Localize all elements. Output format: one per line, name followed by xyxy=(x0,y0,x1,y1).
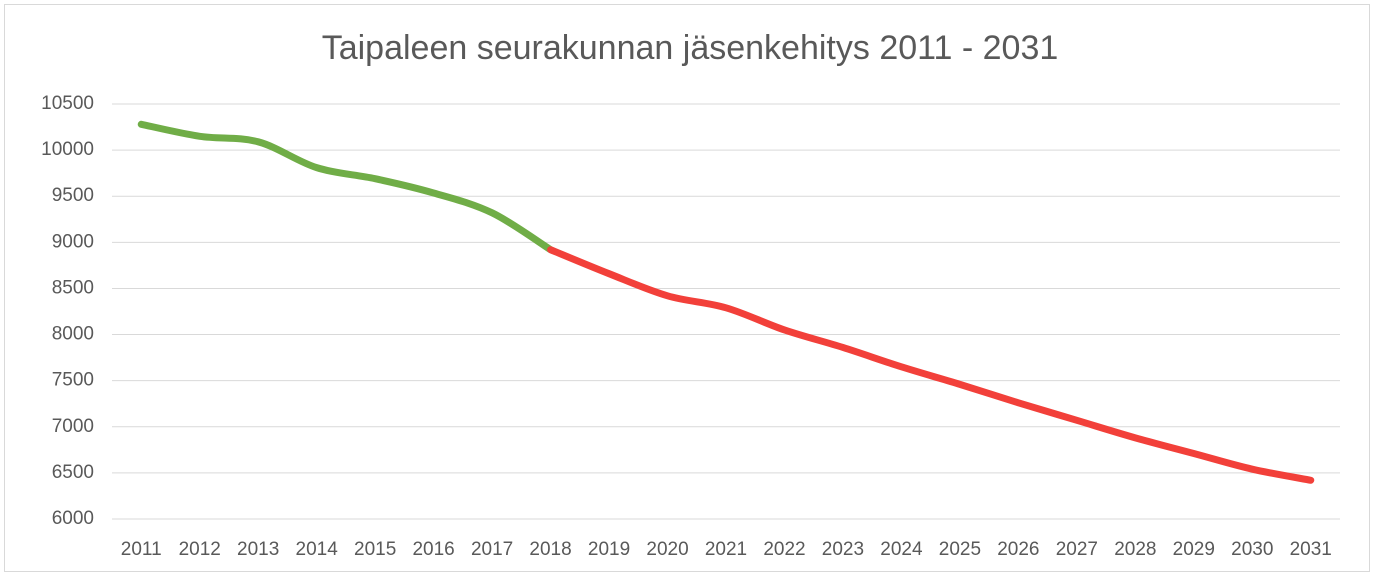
x-tick-label: 2025 xyxy=(939,539,981,560)
y-tick-label: 10000 xyxy=(41,139,94,160)
x-tick-label: 2013 xyxy=(237,539,279,560)
y-tick-label: 8500 xyxy=(52,277,94,298)
chart-title: Taipaleen seurakunnan jäsenkehitys 2011 … xyxy=(322,29,1059,67)
x-tick-label: 2016 xyxy=(412,539,454,560)
y-tick-label: 6500 xyxy=(52,462,94,483)
y-tick-label: 7000 xyxy=(52,416,94,437)
line-series xyxy=(547,246,1315,484)
x-tick-label: 2014 xyxy=(296,539,339,560)
x-tick-label: 2017 xyxy=(471,539,513,560)
x-tick-label: 2021 xyxy=(705,539,747,560)
y-tick-label: 9500 xyxy=(52,185,94,206)
x-tick-label: 2012 xyxy=(179,539,221,560)
x-tick-label: 2020 xyxy=(646,539,688,560)
x-tick-label: 2031 xyxy=(1290,539,1332,560)
x-tick-label: 2019 xyxy=(588,539,630,560)
y-tick-label: 8000 xyxy=(52,324,94,345)
y-tick-label: 6000 xyxy=(52,508,94,529)
x-tick-label: 2024 xyxy=(880,539,923,560)
x-tick-label: 2023 xyxy=(822,539,864,560)
x-tick-label: 2018 xyxy=(529,539,571,560)
x-tick-label: 2029 xyxy=(1173,539,1215,560)
x-tick-label: 2015 xyxy=(354,539,396,560)
y-tick-label: 9000 xyxy=(52,231,94,252)
y-tick-label: 10500 xyxy=(41,93,94,114)
x-tick-label: 2011 xyxy=(121,539,162,560)
y-tick-label: 7500 xyxy=(52,370,94,391)
x-tick-label: 2022 xyxy=(763,539,805,560)
x-tick-label: 2026 xyxy=(997,539,1039,560)
x-tick-label: 2028 xyxy=(1114,539,1156,560)
x-tick-label: 2027 xyxy=(1056,539,1098,560)
line-series xyxy=(137,120,555,254)
x-tick-label: 2030 xyxy=(1231,539,1273,560)
